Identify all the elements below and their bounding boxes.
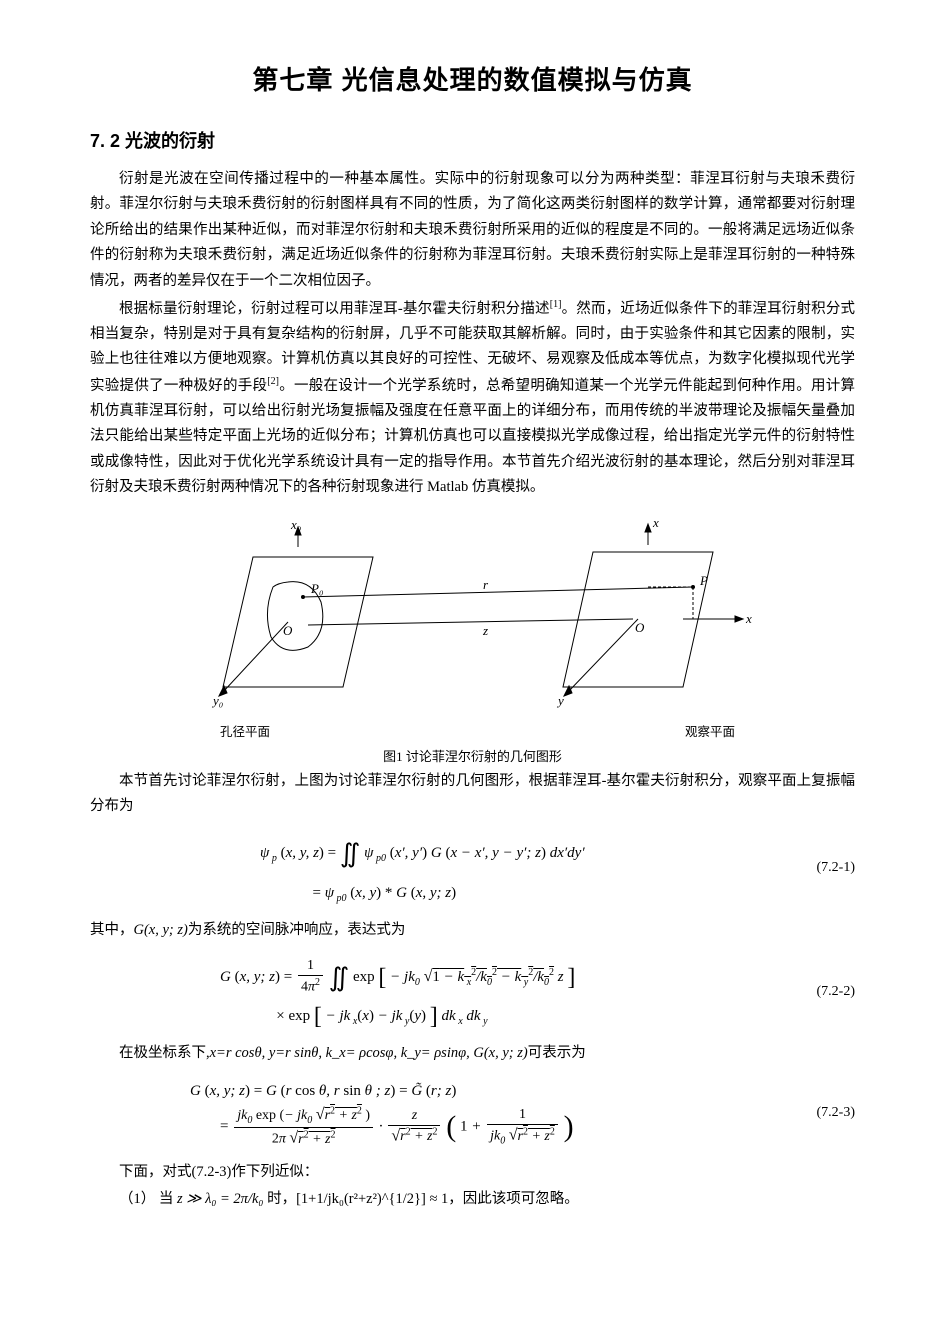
section-title: 7. 2 光波的衍射 xyxy=(90,127,855,153)
equation-2-number: (7.2-2) xyxy=(775,984,855,1000)
figure-caption: 图1 讨论菲涅尔衍射的几何图形 xyxy=(90,746,855,765)
svg-text:x: x xyxy=(652,517,659,530)
diffraction-geometry-diagram: x₀ y₀ P₀ O r z x y x P O xyxy=(193,517,753,717)
svg-text:P₀: P₀ xyxy=(310,581,323,596)
chapter-title: 第七章 光信息处理的数值模拟与仿真 xyxy=(90,60,855,97)
figure-left-label: 孔径平面 xyxy=(220,721,270,740)
item1-c: 时，[1+1/jk₀(r²+z²)^{1/2}] ≈ 1，因此该项可忽略。 xyxy=(263,1191,578,1207)
svg-text:r: r xyxy=(483,577,489,592)
paragraph-4: 其中，G(x, y; z)为系统的空间脉冲响应，表达式为 xyxy=(90,918,855,943)
svg-text:z: z xyxy=(482,623,488,638)
svg-text:x: x xyxy=(745,611,752,626)
equation-3-number: (7.2-3) xyxy=(775,1105,855,1121)
svg-text:O: O xyxy=(283,623,293,638)
para5-math: x=r cosθ, y=r sinθ, k_x= ρcosφ, k_y= ρsi… xyxy=(210,1045,528,1061)
equation-2: G (x, y; z) = 14π2 ∬ exp [ − jk0 √1 − k … xyxy=(90,953,855,1031)
item1-a: （1） 当 xyxy=(119,1191,177,1207)
para4-c: 为系统的空间脉冲响应，表达式为 xyxy=(188,922,406,938)
equation-2-body: G (x, y; z) = 14π2 ∬ exp [ − jk0 √1 − k … xyxy=(220,953,775,1031)
svg-text:O: O xyxy=(635,620,645,635)
item1-math: z ≫ λ₀ = 2π/k₀ xyxy=(177,1191,263,1207)
equation-1-body: ψ p (x, y, z) = ∬ ψ p0 (x′, y′) G (x − x… xyxy=(260,829,775,907)
equation-3-body: G (x, y; z) = G (r cos θ, r sin θ ; z) =… xyxy=(190,1077,775,1150)
svg-text:P: P xyxy=(699,573,708,588)
svg-text:y₀: y₀ xyxy=(211,693,223,708)
paragraph-1: 衍射是光波在空间传播过程中的一种基本属性。实际中的衍射现象可以分为两种类型：菲涅… xyxy=(90,167,855,294)
paragraph-6: 下面，对式(7.2-3)作下列近似： xyxy=(90,1160,855,1185)
equation-1-number: (7.2-1) xyxy=(775,860,855,876)
para5-c: 可表示为 xyxy=(528,1045,586,1061)
paragraph-5: 在极坐标系下,x=r cosθ, y=r sinθ, k_x= ρcosφ, k… xyxy=(90,1041,855,1066)
para5-a: 在极坐标系下, xyxy=(119,1045,210,1061)
equation-1: ψ p (x, y, z) = ∬ ψ p0 (x′, y′) G (x − x… xyxy=(90,829,855,907)
equation-3: G (x, y; z) = G (r cos θ, r sin θ ; z) =… xyxy=(90,1077,855,1150)
para2-text-a: 根据标量衍射理论，衍射过程可以用菲涅耳-基尔霍夫衍射积分描述 xyxy=(119,301,550,317)
svg-text:x₀: x₀ xyxy=(290,517,301,532)
para4-a: 其中， xyxy=(90,922,134,938)
reference-2: [2] xyxy=(267,376,279,387)
paragraph-3: 本节首先讨论菲涅尔衍射，上图为讨论菲涅尔衍射的几何图形，根据菲涅耳-基尔霍夫衍射… xyxy=(90,769,855,820)
reference-1: [1] xyxy=(550,299,562,310)
svg-text:y: y xyxy=(556,693,564,708)
para4-math: G(x, y; z) xyxy=(134,922,188,938)
para2-text-c: 。一般在设计一个光学系统时，总希望明确知道某一个光学元件能起到何种作用。用计算机… xyxy=(90,378,855,496)
paragraph-2: 根据标量衍射理论，衍射过程可以用菲涅耳-基尔霍夫衍射积分描述[1]。然而，近场近… xyxy=(90,296,855,501)
figure-1: x₀ y₀ P₀ O r z x y x P O 孔径平面 观察平面 图1 讨论… xyxy=(90,517,855,765)
approximation-item-1: （1） 当 z ≫ λ₀ = 2π/k₀ 时，[1+1/jk₀(r²+z²)^{… xyxy=(90,1187,855,1212)
figure-right-label: 观察平面 xyxy=(685,721,735,740)
